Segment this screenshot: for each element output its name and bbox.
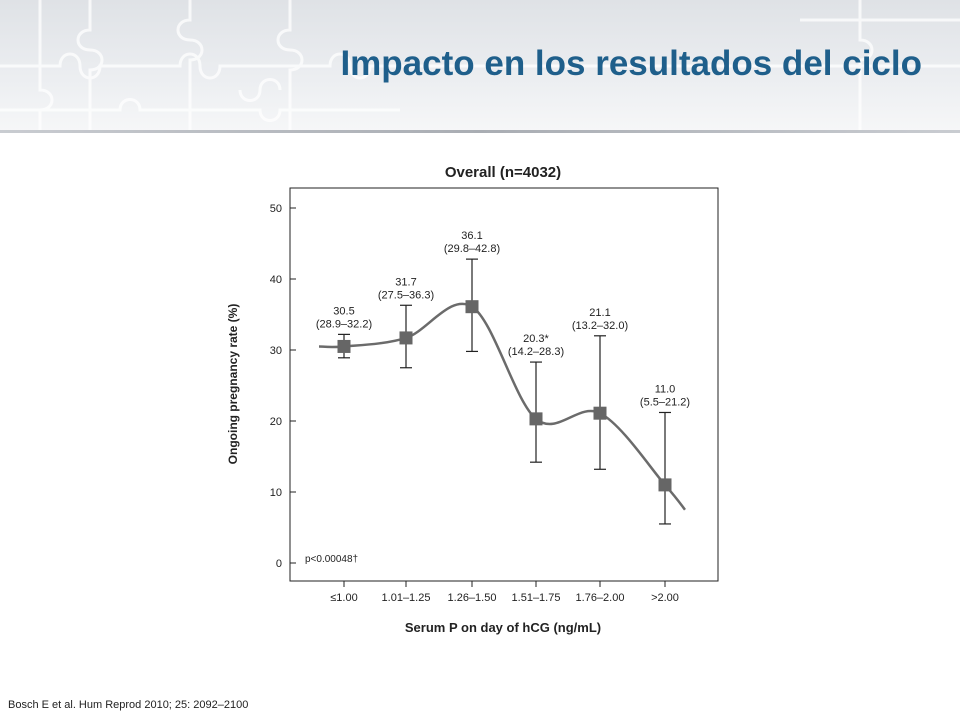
x-tick-label: 1.51–1.75 [512,592,561,604]
data-point [338,340,351,353]
y-axis: 0 10 20 30 40 50 [270,203,296,570]
ci-label: (28.9–32.2) [316,318,372,330]
data-point [594,407,607,420]
y-tick-label: 50 [270,203,282,215]
x-tick-label: ≤1.00 [330,592,357,604]
y-tick-label: 40 [270,274,282,286]
data-point [659,478,672,491]
p-value-annotation: p<0.00048† [305,554,358,565]
data-label: 11.0 [655,383,676,395]
header-divider [0,130,960,133]
y-tick-label: 30 [270,345,282,357]
chart-panel: Overall (n=4032) 0 10 20 30 40 50 ≤1.00 1.01–1… [220,150,730,650]
ci-label: (27.5–36.3) [378,289,434,301]
slide-title: Impacto en los resultados del ciclo [340,44,922,84]
x-tick-label: 1.01–1.25 [382,592,431,604]
y-tick-label: 10 [270,487,282,499]
data-label: 20.3* [523,333,549,345]
data-label: 30.5 [333,305,354,317]
data-label: 21.1 [589,307,610,319]
y-axis-label: Ongoing pregnancy rate (%) [226,304,240,465]
series-line [319,304,685,510]
ci-label: (14.2–28.3) [508,346,564,358]
data-point [530,412,543,425]
x-tick-label: 1.26–1.50 [448,592,497,604]
chart-title: Overall (n=4032) [445,164,561,181]
x-tick-label: >2.00 [651,592,679,604]
data-point [400,331,413,344]
ci-label: (13.2–32.0) [572,320,628,332]
data-label: 31.7 [395,276,416,288]
data-point [466,300,479,313]
ci-label: (5.5–21.2) [640,396,690,408]
x-tick-label: 1.76–2.00 [576,592,625,604]
series-layer: 30.5(28.9–32.2) 31.7(27.5–36.3) 36.1(29.8–… [316,230,690,524]
y-tick-label: 20 [270,416,282,428]
ci-label: (29.8–42.8) [444,243,500,255]
data-label: 36.1 [461,230,482,242]
citation: Bosch E et al. Hum Reprod 2010; 25: 2092… [8,699,248,711]
pregnancy-rate-chart: Overall (n=4032) 0 10 20 30 40 50 ≤1.00 1.01–1… [220,150,730,650]
y-tick-label: 0 [276,558,282,570]
x-axis-label: Serum P on day of hCG (ng/mL) [405,620,601,635]
x-axis: ≤1.00 1.01–1.25 1.26–1.50 1.51–1.75 1.76–2.0… [330,581,679,604]
